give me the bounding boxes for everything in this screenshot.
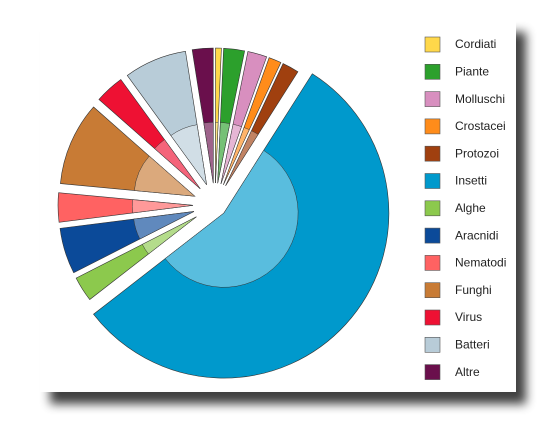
legend-label: Alghe <box>455 201 486 215</box>
legend-label: Funghi <box>455 283 492 297</box>
legend-label: Nematodi <box>455 256 506 270</box>
legend-label: Protozoi <box>455 146 499 160</box>
slice-core <box>220 123 242 184</box>
legend-label: Piante <box>455 64 489 78</box>
legend-swatch <box>424 282 441 299</box>
slice-core <box>225 130 259 186</box>
slice-core <box>223 127 250 185</box>
legend-label: Altre <box>455 365 480 379</box>
legend-swatch <box>424 36 441 53</box>
slice-core <box>132 199 194 214</box>
slice-core <box>203 122 214 184</box>
legend-swatch <box>424 364 441 380</box>
legend: Cordiati Piante Molluschi Crostacei Protozoi… <box>424 36 506 380</box>
legend-swatch <box>424 118 441 135</box>
legend-label: Cordiati <box>455 37 496 51</box>
legend-label: Aracnidi <box>455 228 498 242</box>
legend-swatch <box>424 309 441 326</box>
legend-swatch <box>424 145 441 162</box>
legend-label: Molluschi <box>455 92 505 106</box>
legend-label: Virus <box>455 310 482 324</box>
legend-swatch <box>424 64 441 80</box>
legend-swatch <box>424 91 441 107</box>
legend-label: Insetti <box>455 174 487 188</box>
slice-core <box>215 122 219 184</box>
legend-swatch <box>424 336 441 353</box>
slice-core <box>164 150 299 288</box>
legend-swatch <box>424 173 441 189</box>
slice <box>57 192 194 223</box>
pie <box>57 47 390 379</box>
legend-swatch <box>424 255 441 271</box>
legend-swatch <box>424 227 441 244</box>
slice-core <box>133 211 195 240</box>
slice-core <box>170 124 207 185</box>
slice-core <box>154 139 201 189</box>
legend-label: Crostacei <box>455 119 506 133</box>
slice-core <box>217 122 231 184</box>
slice-core <box>141 216 197 255</box>
legend-label: Batteri <box>455 337 490 351</box>
legend-swatch <box>424 200 441 217</box>
slice-core <box>134 155 196 197</box>
